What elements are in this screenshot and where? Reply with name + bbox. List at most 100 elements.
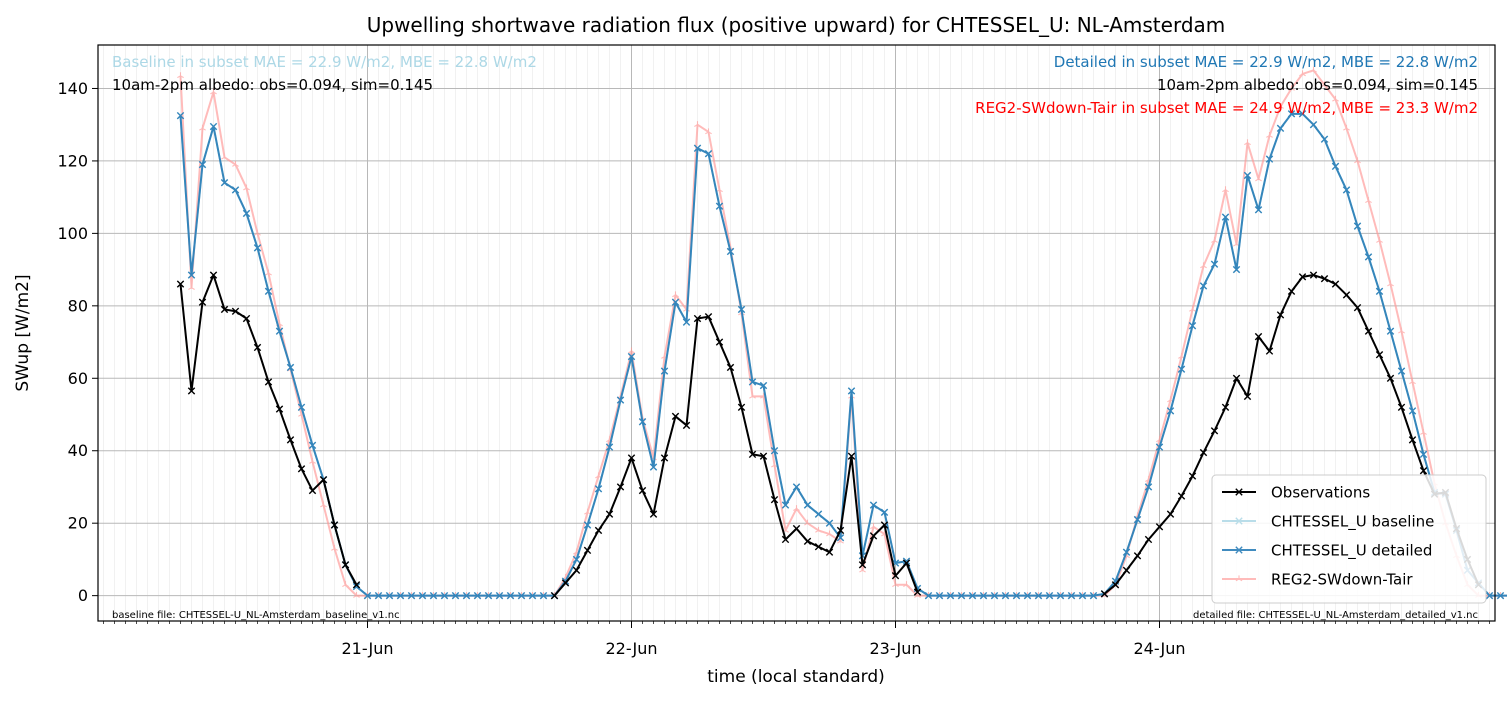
data-point: [1276, 124, 1285, 133]
data-point: [1078, 591, 1087, 600]
detailed-albedo-annotation: 10am-2pm albedo: obs=0.094, sim=0.145: [1157, 76, 1478, 94]
data-point: [331, 544, 338, 551]
data-point: [1034, 591, 1043, 600]
data-point: [649, 510, 658, 518]
data-point: [286, 436, 295, 444]
data-point: [825, 548, 834, 556]
data-point: [1189, 305, 1196, 312]
data-point: [1166, 407, 1175, 415]
data-point: [770, 495, 779, 504]
detailed-stats-annotation: Detailed in subset MAE = 22.9 W/m2, MBE …: [1054, 53, 1478, 71]
data-point: [693, 314, 702, 323]
data-point: [594, 526, 603, 535]
data-point: [605, 510, 614, 518]
data-point: [814, 543, 823, 551]
data-point: [253, 244, 262, 252]
data-point: [748, 378, 757, 386]
data-point: [870, 523, 877, 530]
data-point: [1200, 262, 1207, 269]
reg2-stats-annotation: REG2-SWdown-Tair in subset MAE = 24.9 W/…: [975, 99, 1478, 117]
data-point: [495, 591, 504, 600]
data-point: [177, 72, 184, 79]
data-point: [1166, 510, 1175, 518]
data-point: [1420, 429, 1427, 435]
data-point: [1122, 566, 1131, 574]
y-tick-label: 100: [57, 224, 88, 243]
data-point: [232, 160, 239, 167]
baseline-file-note: baseline file: CHTESSEL-U_NL-Amsterdam_b…: [112, 610, 400, 621]
data-point: [705, 128, 712, 135]
data-point: [660, 454, 669, 462]
data-point: [1331, 280, 1340, 288]
data-point: [1199, 448, 1208, 457]
data-point: [1496, 591, 1505, 600]
data-point: [1100, 590, 1109, 598]
x-axis-label: time (local standard): [707, 667, 885, 687]
legend-box: [1211, 474, 1487, 604]
data-point: [902, 557, 911, 565]
data-point: [804, 519, 811, 526]
x-tick-label: 24-Jun: [1133, 639, 1185, 658]
series-observations: [176, 271, 1483, 600]
data-point: [704, 313, 713, 321]
data-point: [1320, 135, 1329, 143]
data-point: [1023, 591, 1032, 600]
data-point: [781, 501, 790, 509]
data-point: [1188, 472, 1197, 480]
data-point: [462, 591, 471, 600]
data-point: [539, 591, 548, 600]
data-point: [243, 184, 250, 191]
data-point: [1210, 260, 1219, 268]
data-point: [297, 403, 306, 411]
data-point: [1067, 591, 1076, 600]
data-point: [242, 314, 251, 323]
data-point: [903, 581, 910, 588]
data-point: [968, 591, 977, 600]
data-point: [759, 452, 768, 460]
data-point: [990, 591, 999, 600]
legend-entry: [1222, 488, 1256, 496]
data-point: [946, 591, 955, 600]
data-point: [627, 454, 636, 462]
data-point: [1408, 407, 1417, 415]
data-point: [1299, 70, 1306, 77]
data-point: [231, 186, 240, 194]
data-point: [1287, 110, 1296, 118]
data-point: [308, 441, 317, 449]
data-point: [1243, 171, 1252, 180]
data-point: [352, 582, 361, 591]
legend-marker: [1235, 575, 1243, 582]
data-point: [1332, 95, 1339, 102]
data-point: [1133, 552, 1142, 560]
data-point: [1222, 186, 1229, 193]
data-point: [1386, 327, 1395, 335]
data-point: [847, 387, 856, 395]
baseline-stats-annotation: Baseline in subset MAE = 22.9 W/m2, MBE …: [112, 53, 537, 71]
data-point: [198, 160, 207, 169]
data-point: [473, 591, 482, 600]
data-point: [892, 581, 899, 588]
data-point: [737, 305, 746, 314]
data-point: [869, 501, 878, 509]
data-point: [1364, 327, 1373, 335]
data-point: [1353, 303, 1362, 312]
data-point: [671, 412, 680, 421]
data-point: [418, 591, 427, 600]
y-tick-label: 40: [68, 441, 88, 460]
legend-label: Observations: [1271, 484, 1370, 502]
legend-label: CHTESSEL_U baseline: [1271, 513, 1434, 532]
data-point: [803, 501, 812, 509]
data-point: [1353, 222, 1362, 230]
legend-entry: [1222, 575, 1256, 582]
data-point: [1155, 523, 1164, 531]
data-point: [616, 483, 625, 491]
data-point: [1089, 591, 1098, 600]
data-point: [176, 111, 185, 120]
data-point: [770, 447, 779, 455]
data-point: [1144, 483, 1153, 491]
data-point: [627, 352, 636, 361]
data-point: [253, 343, 262, 352]
y-axis: 0 20 40 60 80 100 120 140: [57, 79, 98, 605]
y-tick-label: 120: [57, 151, 88, 170]
data-point: [265, 269, 272, 276]
